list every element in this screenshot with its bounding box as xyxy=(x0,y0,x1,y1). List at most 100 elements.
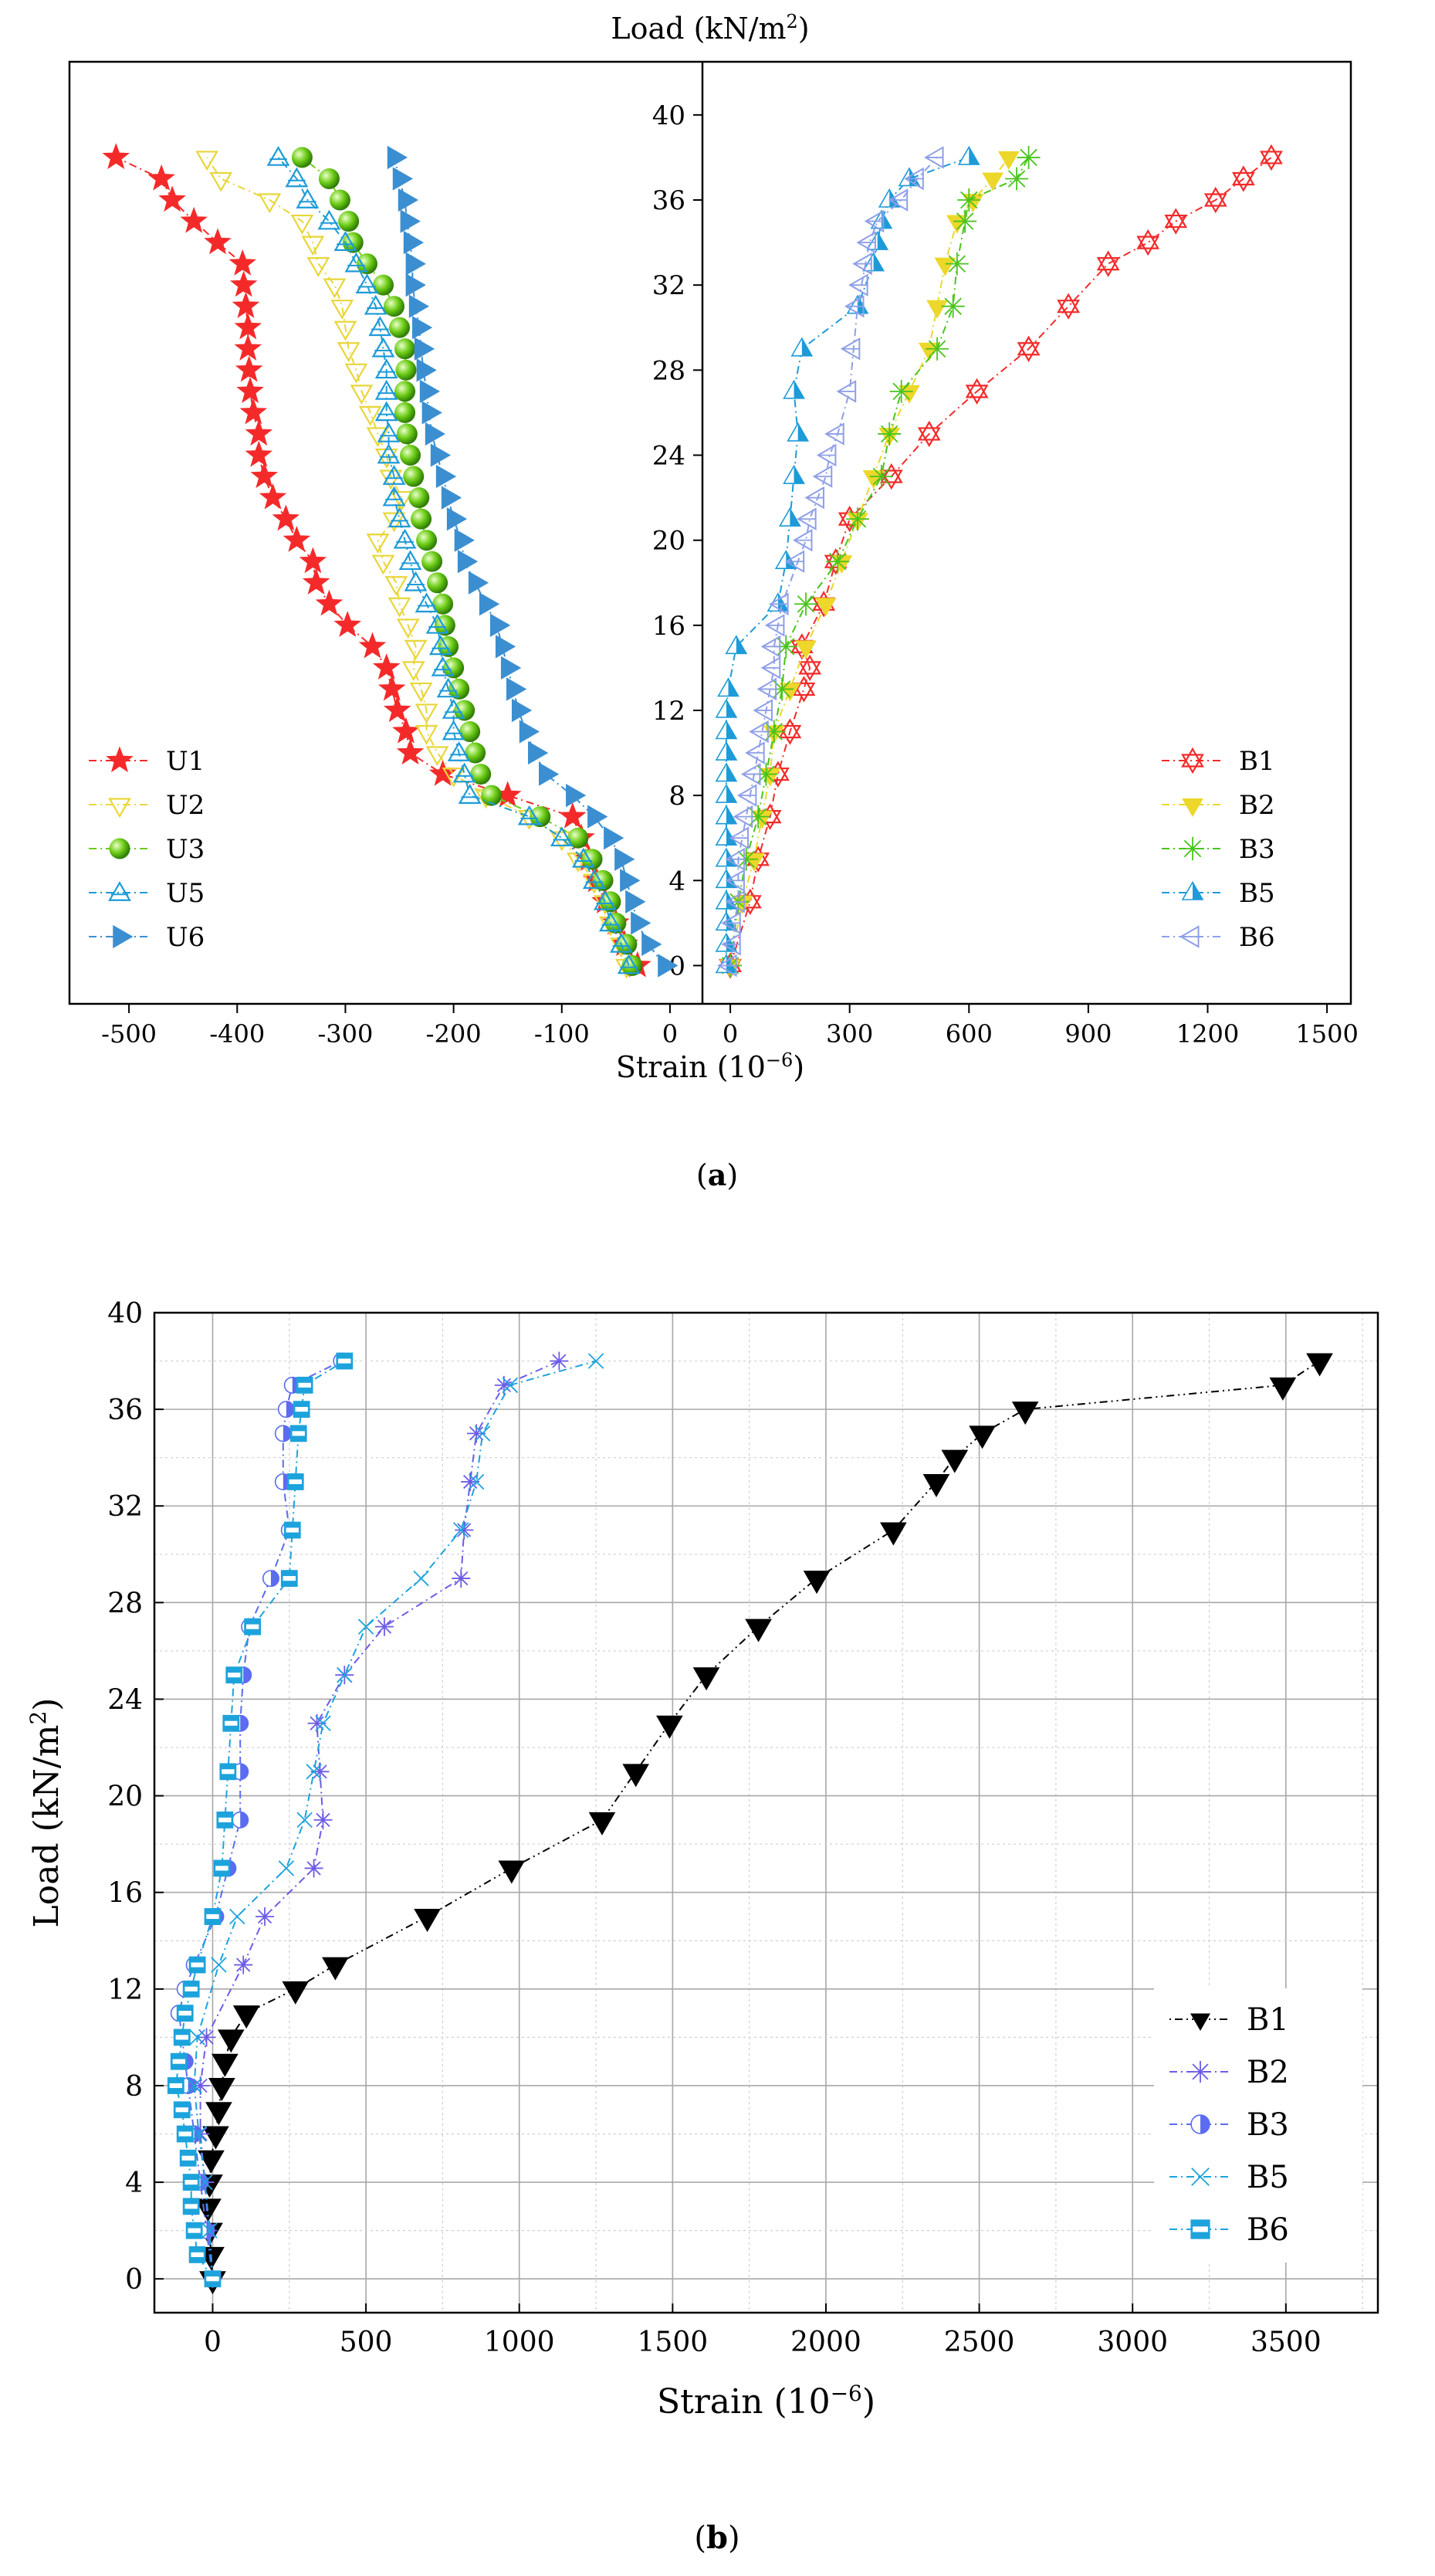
chart-a-right-point-b1-14-up xyxy=(965,378,989,398)
chart-a-right-legend-marker-b5-fill xyxy=(1193,882,1203,900)
chart-a-left-xtick-label--500: -500 xyxy=(101,1019,157,1049)
chart-a-right-point-b3-13-arm-3 xyxy=(892,382,910,401)
chart-a-left-point-u5-7 xyxy=(517,805,541,825)
chart-b-legend-label-b3: B3 xyxy=(1247,2107,1289,2143)
chart-a-right-point-b1-18-down xyxy=(1136,236,1160,256)
chart-a-right-point-b3-12-arm-3 xyxy=(880,425,899,443)
chart-a-left-point-u3-23 xyxy=(403,466,425,487)
chart-b-point-b5-7 xyxy=(229,1908,245,1925)
chart-a-title-unit: (kN/m xyxy=(694,12,787,46)
chart-a-left-point-u6-38 xyxy=(387,145,408,170)
chart-a-left-point-u5-9 xyxy=(452,762,476,783)
chart-a-right-point-b3-11 xyxy=(869,465,893,489)
chart-a-left-point-u6-11 xyxy=(519,720,540,744)
chart-a-right-point-b6-20 xyxy=(797,507,817,530)
chart-a-left-point-u3-6 xyxy=(567,827,589,849)
chart-a-left-point-u5-24-outline xyxy=(377,443,401,464)
chart-a-right-point-b5-12-fill xyxy=(726,700,736,717)
chart-b-point-b5-11 xyxy=(315,1715,331,1731)
chart-a-left-point-u5-17 xyxy=(415,592,438,613)
chart-b-point-b5-11-arm-2 xyxy=(315,1715,331,1731)
chart-a-right-point-b6-11 xyxy=(749,720,769,744)
chart-a-right-line-b6 xyxy=(729,157,938,966)
chart-a-right-point-b3-10-arm-3 xyxy=(848,510,867,528)
chart-a-left-point-u3-9 xyxy=(470,764,492,785)
chart-a-left-point-u2-20 xyxy=(366,534,390,554)
chart-a-left-point-u6-3 xyxy=(625,890,646,913)
chart-a-right-point-b1-7 xyxy=(798,654,822,682)
chart-a-left-point-u5-30 xyxy=(368,316,392,337)
chart-a-right-point-b5-11-fill xyxy=(726,720,736,739)
chart-a-right-point-b3-12 xyxy=(878,422,902,446)
chart-b-point-b5-9-arm-2 xyxy=(296,1812,313,1829)
chart-a-right-point-b1-13-down xyxy=(917,427,941,448)
chart-a-right-point-b6-28 xyxy=(848,273,868,297)
chart-a-right-point-b1-6-down xyxy=(792,682,816,703)
chart-a-right-point-b5-23-fill xyxy=(873,253,884,271)
chart-b-point-b1-14 xyxy=(414,1909,441,1932)
chart-a-right-legend-marker-b3-arm-3 xyxy=(1183,839,1202,858)
chart-b-point-b6-19 xyxy=(225,1666,243,1684)
chart-a-right-legend-marker-b2 xyxy=(1182,798,1203,818)
chart-a-left-point-u1-20 xyxy=(283,525,311,552)
chart-b-point-b1-24 xyxy=(941,1449,969,1473)
chart-a-left-point-u3-26 xyxy=(394,402,416,423)
chart-a-right-point-b6-9 xyxy=(740,762,761,786)
chart-a-right-point-b6-29 xyxy=(852,252,872,276)
chart-a-right-xtick-label-1200: 1200 xyxy=(1176,1019,1239,1049)
chart-a-left-point-u2-12 xyxy=(415,703,438,724)
chart-a-right-point-b3-14 xyxy=(926,337,949,361)
chart-b-legend-marker-b5-arm-2 xyxy=(1191,2168,1210,2186)
chart-a-left-legend-marker-u3 xyxy=(109,838,130,859)
chart-a-left-point-u2-18 xyxy=(384,576,408,596)
chart-a-left-point-u2-19 xyxy=(371,554,395,575)
chart-b-point-b1-19 xyxy=(692,1667,720,1691)
chart-b-point-b6-7 xyxy=(173,2101,191,2119)
chart-a-right-legend-label-b5: B5 xyxy=(1239,878,1275,909)
chart-a-right-legend-label-b1: B1 xyxy=(1239,746,1275,777)
chart-b-point-b1-27 xyxy=(1269,1377,1297,1401)
chart-a-ytick-label-0: 0 xyxy=(668,951,685,981)
chart-b-xtick-label-1000: 1000 xyxy=(484,2327,555,2358)
chart-a-right-point-b2-19 xyxy=(982,172,1004,192)
chart-a-left-point-u1-14 xyxy=(372,653,401,680)
chart-b-point-b2-13 xyxy=(374,1617,394,1636)
chart-a-left-point-u5-29 xyxy=(371,337,395,358)
chart-b-ylabel-unit: (kN/m xyxy=(27,1725,66,1832)
chart-b-point-b6-22 xyxy=(283,1521,301,1539)
chart-a-left-point-u1-22 xyxy=(259,483,287,510)
chart-a-left-point-u5-19-outline xyxy=(398,550,422,571)
chart-a-left-point-u5-0 xyxy=(617,954,641,974)
chart-a-right-point-b6-30 xyxy=(856,231,876,254)
chart-a-left-point-u6-5 xyxy=(614,847,635,871)
chart-a-right-point-b1-19-down xyxy=(1164,214,1188,235)
chart-a-right-point-b3-2 xyxy=(734,847,758,871)
chart-a-left-point-u5-8 xyxy=(458,784,482,804)
chart-a-ytick-label-4: 4 xyxy=(668,866,685,897)
chart-a-xlabel: Strain (10−6) xyxy=(616,1049,804,1084)
chart-b-xtick-label-0: 0 xyxy=(204,2327,222,2358)
chart-b-point-b6-10-stripe xyxy=(175,2035,188,2040)
chart-a-frame xyxy=(68,60,1352,1005)
chart-a-left-legend: U1 U2 U3 U5 U6 xyxy=(89,746,205,953)
chart-b-ytick-label-24: 24 xyxy=(107,1684,143,1716)
chart-a-right-point-b5-14-fill xyxy=(736,636,746,654)
chart-a-left-point-u6-22 xyxy=(441,486,462,510)
chart-a-left-point-u2-34 xyxy=(301,236,325,256)
chart-a-right-point-b1-17-down xyxy=(1096,257,1120,277)
chart-a-left-point-u3-30 xyxy=(389,317,411,338)
chart-a-right-point-b3-18 xyxy=(957,188,981,212)
chart-a-left-point-u2-6 xyxy=(550,831,574,852)
chart-a-right-point-b1-16-down xyxy=(1057,300,1081,320)
chart-a-left-point-u1-19 xyxy=(299,547,327,574)
chart-b-point-b5-4-arm-2 xyxy=(186,2077,202,2094)
chart-b-point-b5-16 xyxy=(468,1473,485,1490)
chart-a-left-point-u3-22 xyxy=(408,487,430,509)
chart-a-right-legend: B1 B2 B3 B5 B6 xyxy=(1162,746,1275,953)
chart-b-point-b1-6 xyxy=(202,2126,229,2150)
chart-a-left-point-u2-26 xyxy=(358,405,382,426)
chart-a-left-point-u5-31 xyxy=(364,294,388,315)
chart-b-xtick-label-3000: 3000 xyxy=(1097,2327,1168,2358)
chart-a-right-point-b3-20-arm-3 xyxy=(1020,148,1037,167)
chart-a-left-point-u1-32 xyxy=(229,270,258,297)
